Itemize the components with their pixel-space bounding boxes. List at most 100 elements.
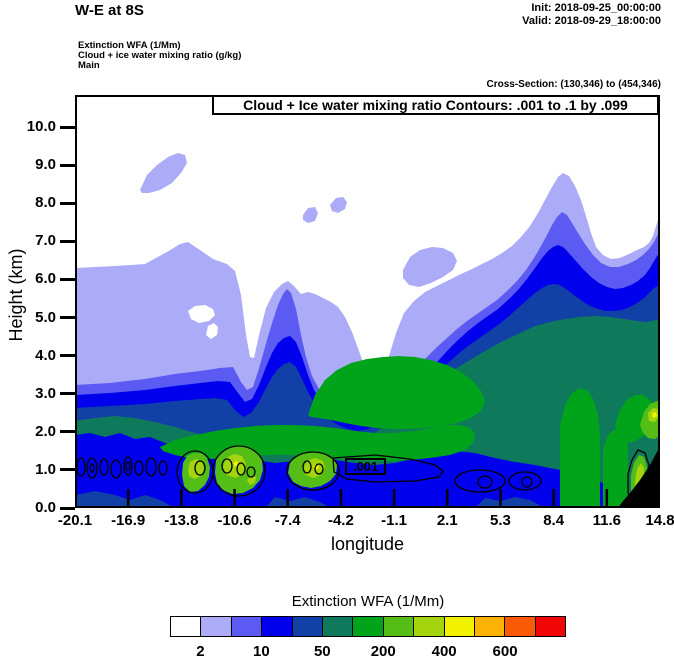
mixing-ratio-contour-line bbox=[286, 451, 340, 491]
mixing-ratio-contour-line bbox=[134, 460, 144, 476]
colorbar-tick-label: 2 bbox=[196, 643, 205, 660]
colorbar bbox=[170, 616, 566, 637]
fill-green-right-col2 bbox=[603, 429, 628, 508]
y-tick bbox=[60, 239, 75, 243]
y-tick bbox=[60, 163, 75, 167]
mixing-ratio-contour-line bbox=[221, 458, 233, 474]
y-tick-label: 5.0 bbox=[35, 308, 56, 326]
fill-lavender-blob-a bbox=[303, 207, 318, 223]
fill-lavender-island bbox=[403, 247, 457, 287]
model-times: Init: 2018-09-25_00:00:00 Valid: 2018-09… bbox=[522, 2, 661, 28]
fill-navy-bottom-1 bbox=[75, 491, 175, 508]
y-tick-label: 2.0 bbox=[35, 422, 56, 440]
fill-green-right-col1 bbox=[560, 388, 600, 508]
mixing-ratio-contour-line bbox=[86, 457, 98, 479]
cross-section-coords: Cross-Section: (130,346) to (454,346) bbox=[486, 79, 661, 90]
mixing-ratio-contour-line bbox=[454, 469, 506, 493]
contour-value-label: .001 bbox=[345, 458, 386, 475]
fill-white-hole-2 bbox=[206, 323, 218, 339]
mixing-ratio-contour-line bbox=[89, 463, 95, 473]
mixing-ratio-contour-line bbox=[508, 471, 542, 491]
x-tick-label: -7.4 bbox=[274, 512, 301, 529]
mixing-ratio-contour-line bbox=[236, 462, 246, 476]
y-tick bbox=[60, 125, 75, 129]
y-tick bbox=[60, 430, 75, 434]
colorbar-cell bbox=[171, 617, 201, 636]
field-2-label: Cloud + ice water mixing ratio (g/kg) bbox=[78, 50, 242, 61]
fill-white-hole-1 bbox=[188, 305, 215, 323]
colorbar-tick-label: 10 bbox=[253, 643, 270, 660]
fill-green-center bbox=[308, 356, 485, 429]
y-tick-label: 4.0 bbox=[35, 346, 56, 364]
colorbar-tick-label: 400 bbox=[431, 643, 457, 660]
x-tick-label: -4.2 bbox=[327, 512, 354, 529]
colorbar-cell bbox=[291, 617, 322, 636]
colorbar-cell bbox=[534, 617, 566, 636]
x-axis-ticks bbox=[75, 489, 660, 508]
x-tick-label: -1.1 bbox=[381, 512, 407, 529]
mixing-ratio-contour-line bbox=[302, 460, 312, 474]
fill-ygreen-core1 bbox=[188, 459, 204, 479]
colorbar-cell bbox=[230, 617, 262, 636]
y-tick-label: 6.0 bbox=[35, 270, 56, 288]
colorbar-cell bbox=[504, 617, 535, 636]
plotted-field-list: Extinction WFA (1/Mm) Cloud + ice water … bbox=[78, 41, 241, 71]
mixing-ratio-contour-line bbox=[332, 454, 444, 483]
mixing-ratio-contour-line bbox=[145, 457, 157, 477]
y-tick-label: 8.0 bbox=[35, 194, 56, 212]
mixing-ratio-contour-line bbox=[314, 463, 324, 475]
x-tick-label: -20.1 bbox=[57, 512, 93, 529]
y-tick-label: 0.0 bbox=[35, 499, 56, 516]
colorbar-cell bbox=[261, 617, 292, 636]
cross-section-plot bbox=[75, 95, 660, 508]
fill-navy-bottom-3 bbox=[475, 497, 545, 508]
mixing-ratio-contour-line bbox=[246, 466, 256, 478]
fill-lavender-blob-b bbox=[330, 197, 347, 213]
y-tick-label: 10.0 bbox=[26, 118, 56, 136]
colorbar-cell bbox=[413, 617, 444, 636]
y-tick bbox=[60, 354, 75, 358]
y-tick-label: 1.0 bbox=[35, 460, 56, 478]
filled-contour-layers bbox=[75, 95, 660, 508]
fill-yellow-right-edge bbox=[652, 412, 657, 418]
fill-ygreen-core2b bbox=[247, 475, 256, 485]
y-axis-title: Height (km) bbox=[6, 248, 26, 342]
mixing-ratio-contour-line bbox=[194, 460, 206, 476]
y-tick bbox=[60, 316, 75, 320]
mixing-ratio-contour-line bbox=[477, 475, 493, 489]
colorbar-cell bbox=[200, 617, 231, 636]
fill-navy-bottom-2 bbox=[265, 497, 330, 508]
x-tick-label: 8.4 bbox=[543, 512, 565, 529]
x-tick-label: -10.6 bbox=[217, 512, 252, 529]
mixing-ratio-contour-line bbox=[158, 460, 168, 476]
mixing-ratio-contour-line bbox=[123, 456, 133, 476]
y-tick bbox=[60, 468, 75, 472]
colorbar-cell bbox=[473, 617, 505, 636]
x-tick-label: 14.8 bbox=[645, 512, 674, 529]
colorbar-title: Extinction WFA (1/Mm) bbox=[291, 593, 445, 610]
colorbar-tick-label: 600 bbox=[492, 643, 518, 660]
y-tick bbox=[60, 277, 75, 281]
fill-lavender-blob-topleft bbox=[140, 153, 187, 193]
terrain-mask bbox=[618, 447, 660, 508]
init-time-label: Init: 2018-09-25_00:00:00 bbox=[531, 2, 661, 14]
mixing-ratio-contour-line bbox=[627, 449, 650, 508]
x-tick-label: 11.6 bbox=[592, 512, 621, 529]
y-tick bbox=[60, 392, 75, 396]
mixing-ratio-contour-line bbox=[110, 459, 122, 479]
fill-blue-surface-strip bbox=[75, 433, 630, 508]
x-tick-label: 5.3 bbox=[490, 512, 511, 529]
y-tick bbox=[60, 201, 75, 205]
page-title: W-E at 8S bbox=[75, 2, 144, 19]
y-tick-label: 9.0 bbox=[35, 156, 56, 174]
colorbar-cell bbox=[352, 617, 383, 636]
colorbar-cell bbox=[382, 617, 414, 636]
colorbar-cell bbox=[321, 617, 353, 636]
colorbar-tick-label: 50 bbox=[313, 643, 331, 660]
x-axis-title: longitude bbox=[330, 534, 405, 554]
field-3-label: Main bbox=[78, 60, 100, 71]
valid-time-label: Valid: 2018-09-29_18:00:00 bbox=[522, 15, 661, 27]
y-tick bbox=[60, 506, 75, 510]
mixing-ratio-contour-line bbox=[99, 458, 109, 476]
